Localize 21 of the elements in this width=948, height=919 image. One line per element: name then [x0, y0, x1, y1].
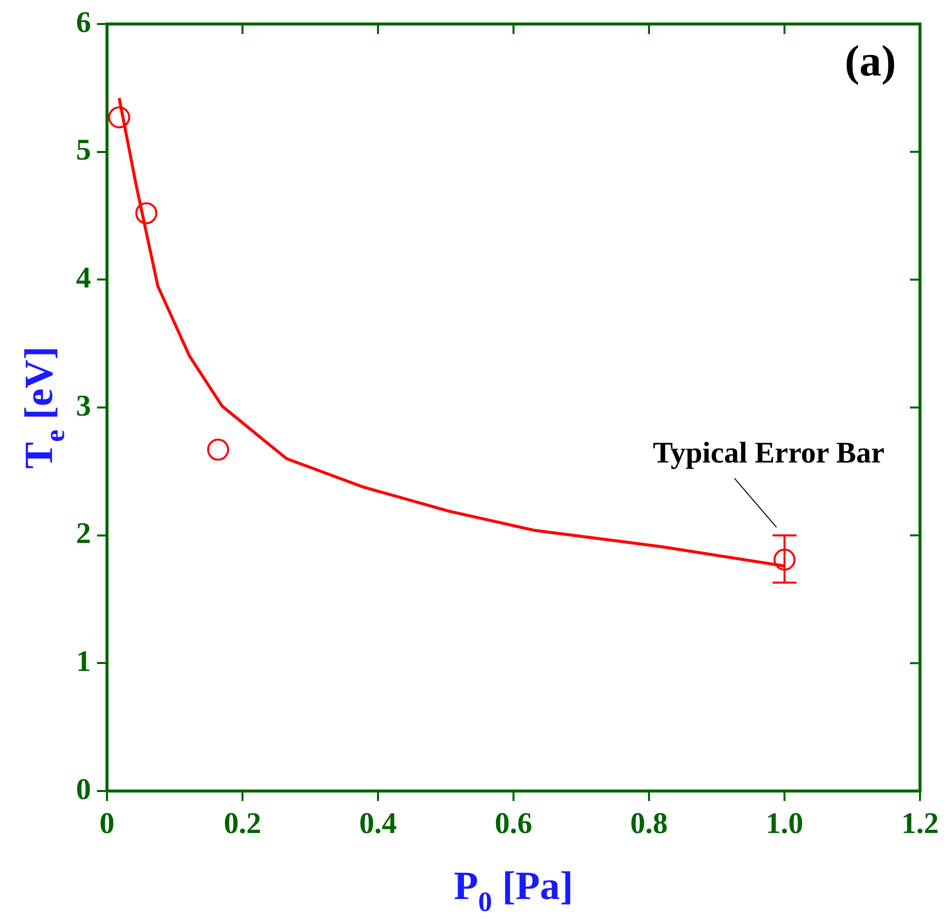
y-axis-title: Te [eV] — [16, 346, 71, 469]
y-tick-label: 2 — [76, 517, 91, 550]
x-tick-label: 1.2 — [901, 806, 939, 840]
x-tick-label: 0.8 — [630, 806, 668, 840]
y-tick-label: 5 — [76, 134, 91, 167]
annotation: Typical Error Bar — [652, 436, 884, 470]
y-tick-label: 3 — [76, 389, 91, 422]
point — [135, 202, 158, 224]
annotation: (a) — [844, 36, 896, 86]
y-tick-label: 0 — [76, 772, 91, 806]
point — [108, 106, 130, 128]
x-tick-label: 0 — [100, 806, 114, 840]
y-tick-label: 4 — [76, 261, 91, 294]
y-tick-label: 1 — [76, 644, 91, 678]
point — [774, 548, 796, 571]
point — [207, 438, 230, 461]
x-tick-label: 0.2 — [224, 806, 262, 840]
y-tick-label: 6 — [76, 6, 91, 39]
x-tick-label: 0.4 — [359, 806, 397, 840]
x-tick-label: 0.6 — [494, 806, 532, 840]
x-tick-label: 1.0 — [766, 806, 804, 840]
